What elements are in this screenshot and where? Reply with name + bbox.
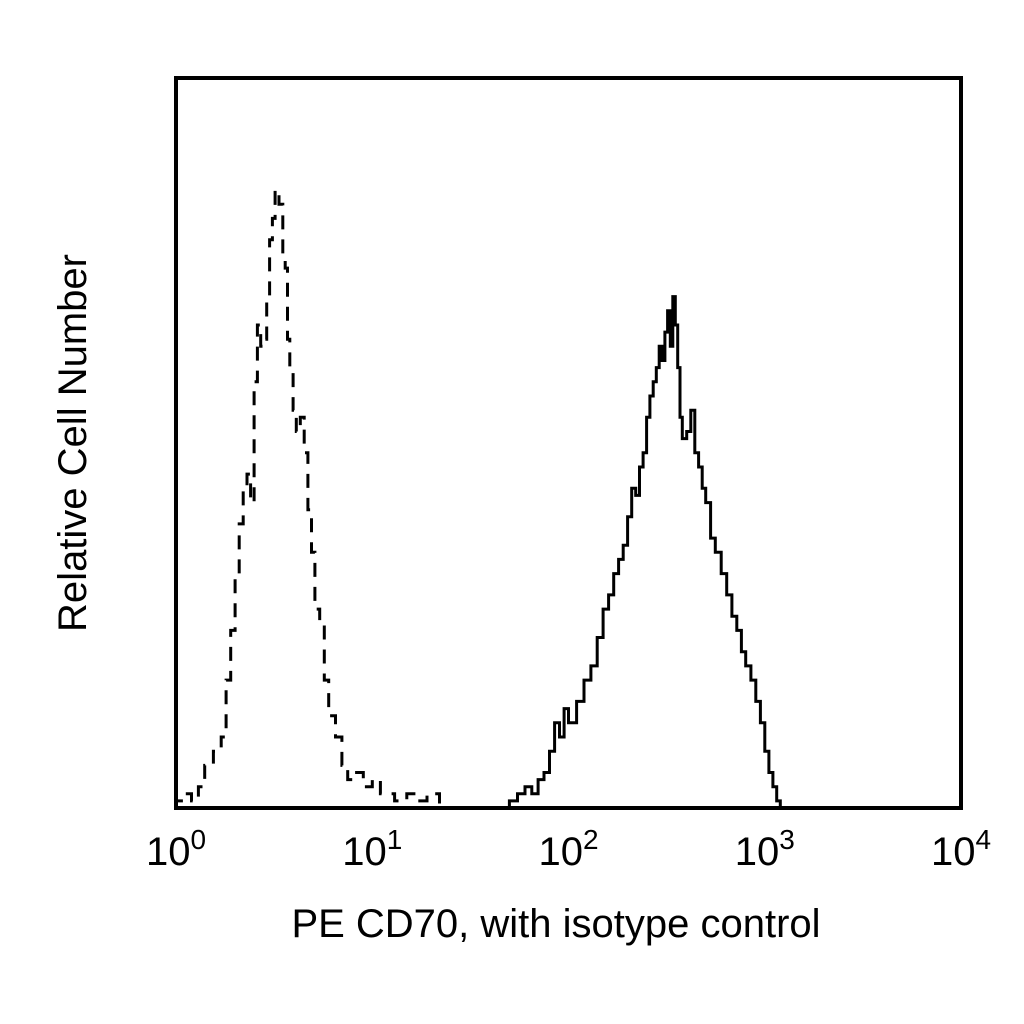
series-layer — [174, 188, 782, 808]
isotype-control-histogram-line — [174, 188, 441, 808]
x-tick-label-3: 103 — [735, 824, 795, 874]
x-tick-label-1: 101 — [342, 824, 402, 874]
plot-frame — [174, 76, 963, 810]
x-tick-label-0: 100 — [146, 824, 206, 874]
x-axis-label: PE CD70, with isotype control — [291, 902, 820, 946]
y-axis-label: Relative Cell Number — [51, 254, 95, 632]
cd70-stained-histogram-line — [507, 295, 782, 808]
x-tick-labels: 100 101 102 103 104 — [146, 824, 991, 874]
x-tick-label-2: 102 — [538, 824, 598, 874]
x-tick-label-4: 104 — [931, 824, 991, 874]
